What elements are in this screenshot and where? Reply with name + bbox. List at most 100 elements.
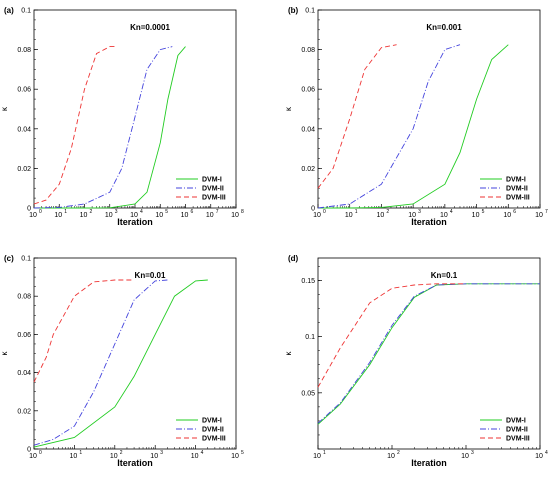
x-tick-label: 10: [231, 453, 239, 460]
y-tick-label: 0: [311, 206, 315, 213]
y-tick-label: 0.08: [17, 294, 31, 301]
y-tick-label: 0.1: [21, 256, 31, 263]
x-tick-label: 10: [535, 453, 543, 460]
panel-label: (a): [4, 6, 14, 15]
x-tick-label: 10: [130, 212, 138, 219]
x-tick-exponent: 1: [64, 209, 67, 215]
y-tick-label: 0.06: [301, 87, 315, 94]
x-tick-label: 10: [191, 453, 199, 460]
x-tick-exponent: 2: [386, 209, 389, 215]
x-tick-exponent: 8: [241, 209, 244, 215]
x-tick-exponent: 1: [79, 450, 82, 456]
chart-panel-1: 10 0 10 1 10 2 10 3 10 4 10 5 10 6 10 7 10 800.020.040.06…: [0, 6, 244, 227]
y-tick-label: 0.05: [301, 390, 315, 397]
x-tick-label: 10: [29, 453, 37, 460]
chart-title: Kn=0.001: [426, 23, 462, 32]
legend-label-dvm-iii: DVM-III: [202, 195, 226, 202]
legend: DVM-I DVM-II DVM-III: [480, 418, 530, 443]
legend-label-dvm-ii: DVM-II: [506, 427, 528, 434]
chart-title: Kn=0.0001: [130, 23, 170, 32]
x-tick-exponent: 0: [323, 209, 326, 215]
x-axis-label: Iteration: [411, 458, 447, 468]
x-tick-label: 10: [503, 212, 511, 219]
legend-label-dvm-ii: DVM-II: [506, 186, 528, 193]
y-tick-label: 0.08: [17, 47, 31, 54]
x-tick-exponent: 4: [545, 450, 548, 456]
series-line-dvm-ii: [33, 279, 168, 446]
x-tick-exponent: 3: [418, 209, 421, 215]
x-tick-label: 10: [313, 212, 321, 219]
x-tick-exponent: 3: [160, 450, 163, 456]
y-tick-label: 0.04: [301, 126, 315, 133]
panel-label: (d): [288, 254, 299, 263]
x-tick-exponent: 1: [355, 209, 358, 215]
x-tick-exponent: 7: [545, 209, 548, 215]
y-tick-label: 0.04: [17, 126, 31, 133]
x-axis-label: Iteration: [117, 458, 153, 468]
legend-label-dvm-iii: DVM-III: [506, 436, 530, 443]
series-line-dvm-i: [34, 46, 186, 209]
x-tick-exponent: 7: [216, 209, 219, 215]
y-tick-label: 0.06: [17, 332, 31, 339]
x-tick-label: 10: [472, 212, 480, 219]
legend-label-dvm-ii: DVM-II: [202, 186, 224, 193]
x-tick-label: 10: [150, 453, 158, 460]
chart-panel-2: 10 0 10 1 10 2 10 3 10 4 10 5 10 6 10 700.020.040.060.0…: [284, 6, 548, 227]
y-tick-label: 0.04: [17, 370, 31, 377]
x-tick-label: 10: [155, 212, 163, 219]
x-tick-label: 10: [313, 453, 321, 460]
x-tick-exponent: 3: [115, 209, 118, 215]
x-tick-exponent: 4: [201, 450, 204, 456]
x-tick-label: 10: [377, 212, 385, 219]
series-line-dvm-ii: [317, 283, 540, 424]
x-tick-label: 10: [408, 212, 416, 219]
x-tick-exponent: 3: [471, 450, 474, 456]
x-tick-exponent: 2: [397, 450, 400, 456]
y-tick-label: 0.08: [301, 47, 315, 54]
legend-label-dvm-i: DVM-I: [506, 177, 526, 184]
legend-label-dvm-iii: DVM-III: [202, 436, 226, 443]
x-tick-exponent: 0: [39, 209, 42, 215]
x-tick-exponent: 2: [120, 450, 123, 456]
chart-panel-3: 10 0 10 1 10 2 10 3 10 4 10 500.020.040.060.080.1(c…: [0, 254, 244, 468]
x-tick-label: 10: [54, 212, 62, 219]
series-line-dvm-i: [317, 283, 540, 425]
x-tick-label: 10: [181, 212, 189, 219]
x-tick-exponent: 4: [450, 209, 453, 215]
series-line-dvm-ii: [33, 46, 173, 209]
panel-label: (b): [288, 6, 299, 15]
x-tick-label: 10: [29, 212, 37, 219]
series-line-dvm-ii: [317, 44, 461, 209]
x-axis-label: Iteration: [117, 217, 153, 227]
y-axis-label: κ: [0, 351, 9, 356]
y-axis-label: κ: [284, 351, 293, 356]
x-tick-exponent: 5: [165, 209, 168, 215]
x-tick-label: 10: [70, 453, 78, 460]
legend: DVM-I DVM-II DVM-III: [480, 177, 530, 202]
plot-frame: [317, 257, 541, 450]
y-tick-label: 0: [27, 447, 31, 454]
legend: DVM-I DVM-II DVM-III: [176, 418, 226, 443]
x-tick-label: 10: [80, 212, 88, 219]
y-tick-label: 0.1: [305, 334, 315, 341]
series-line-dvm-i: [318, 44, 509, 209]
y-tick-label: 0.15: [301, 278, 315, 285]
y-axis-label: κ: [0, 106, 9, 111]
x-tick-exponent: 6: [513, 209, 516, 215]
panel-label: (c): [4, 254, 14, 263]
y-tick-label: 0.02: [17, 408, 31, 415]
chart-title: Kn=0.01: [135, 271, 166, 280]
x-tick-label: 10: [206, 212, 214, 219]
legend-label-dvm-i: DVM-I: [506, 418, 526, 425]
x-tick-label: 10: [461, 453, 469, 460]
x-tick-exponent: 2: [90, 209, 93, 215]
chart-title: Kn=0.1: [431, 271, 458, 280]
x-tick-label: 10: [231, 212, 239, 219]
x-tick-exponent: 6: [191, 209, 194, 215]
legend-label-dvm-i: DVM-I: [202, 418, 222, 425]
y-tick-label: 0.1: [21, 8, 31, 15]
x-tick-label: 10: [535, 212, 543, 219]
legend-label-dvm-ii: DVM-II: [202, 427, 224, 434]
